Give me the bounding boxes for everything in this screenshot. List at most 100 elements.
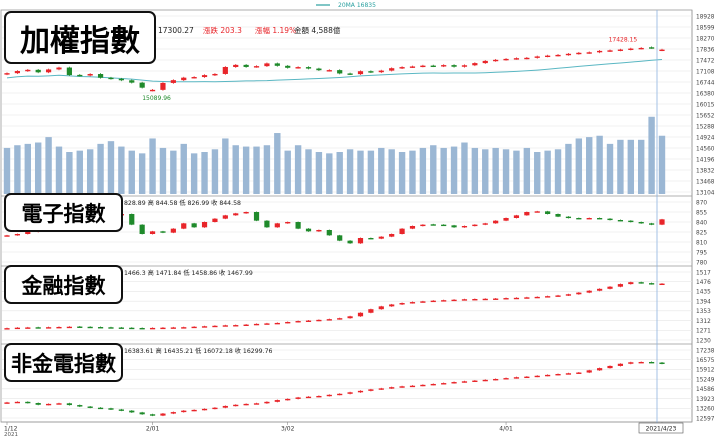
- candle-body: [378, 306, 384, 310]
- candle-body: [108, 77, 114, 80]
- candle-body: [243, 403, 249, 406]
- y-tick-label: 1230: [696, 338, 711, 344]
- volume-bar: [76, 150, 83, 194]
- candle-body: [503, 58, 509, 61]
- candle-body: [524, 376, 530, 379]
- candle-body: [638, 282, 644, 284]
- candle-body: [503, 298, 509, 300]
- candle-body: [201, 408, 208, 411]
- y-tick-label: 810: [696, 240, 707, 246]
- candle-body: [565, 216, 572, 219]
- candle-body: [222, 325, 228, 327]
- volume-bar: [180, 143, 187, 194]
- candle-body: [420, 301, 426, 303]
- candle-body: [222, 405, 228, 408]
- info-ohlc: 828.89 高 844.58 低 826.99 收 844.58: [124, 199, 241, 207]
- y-tick-label: 16380: [696, 91, 715, 97]
- candle-body: [638, 361, 644, 364]
- candle-body: [378, 236, 384, 239]
- y-tick-label: 15288: [696, 124, 715, 130]
- candle-body: [399, 386, 405, 388]
- volume-bar: [190, 153, 198, 194]
- candle-body: [555, 374, 561, 376]
- volume-bar: [638, 139, 645, 194]
- candle-body: [482, 298, 488, 301]
- volume-bar: [554, 149, 562, 194]
- volume-bar: [357, 150, 364, 194]
- candle-body: [368, 71, 374, 73]
- candle-body: [77, 74, 83, 77]
- candle-body: [25, 232, 31, 234]
- candle-body: [597, 368, 603, 371]
- candle-body: [149, 231, 156, 234]
- candle-body: [181, 223, 187, 229]
- candle-body: [649, 47, 655, 49]
- candle-body: [222, 215, 228, 219]
- volume-bar: [284, 150, 291, 194]
- y-tick-label: 17108: [696, 69, 715, 75]
- volume-bar: [523, 147, 531, 194]
- candle-body: [389, 304, 395, 307]
- volume-bar: [648, 116, 655, 194]
- candle-body: [409, 226, 416, 229]
- y-tick-label: 1517: [696, 270, 711, 276]
- y-tick-label: 14586: [696, 387, 715, 393]
- y-tick-label: 12597: [696, 416, 715, 422]
- candle-body: [25, 327, 31, 329]
- candle-body: [326, 394, 332, 397]
- candle-body: [129, 410, 135, 413]
- panel-label-taiex: 加權指數: [4, 11, 156, 64]
- candle-body: [347, 316, 353, 319]
- candle-body: [534, 211, 540, 213]
- candle-body: [617, 363, 624, 366]
- panel-label-electronics: 電子指數: [4, 193, 123, 232]
- volume-bar: [419, 147, 427, 194]
- candle-body: [160, 231, 166, 233]
- candle-body: [170, 327, 176, 329]
- candle-body: [77, 405, 83, 407]
- candle-body: [316, 319, 322, 322]
- candle-body: [170, 80, 176, 83]
- candle-body: [576, 52, 582, 55]
- candle-body: [337, 318, 343, 320]
- y-tick-label: 1353: [696, 309, 711, 315]
- candle-body: [493, 378, 499, 381]
- volume-bar: [450, 146, 458, 194]
- volume-bar: [440, 147, 447, 194]
- y-tick-label: 13260: [696, 407, 715, 413]
- candle-body: [503, 378, 509, 380]
- candle-body: [617, 49, 624, 51]
- candle-body: [129, 214, 135, 225]
- y-tick-label: 18928: [696, 14, 715, 20]
- y-tick-label: 870: [696, 200, 707, 206]
- candle-body: [14, 71, 20, 74]
- y-tick-label: 1271: [696, 329, 711, 335]
- candle-body: [316, 68, 322, 71]
- candle-body: [659, 362, 665, 364]
- candle-body: [233, 404, 239, 407]
- candle-body: [576, 372, 582, 374]
- candle-body: [534, 56, 540, 58]
- y-tick-label: 14196: [696, 157, 715, 163]
- candle-body: [160, 327, 166, 330]
- panel-label-finance: 金融指數: [4, 265, 123, 304]
- candle-body: [295, 397, 301, 399]
- candle-body: [628, 282, 634, 285]
- candle-body: [545, 55, 551, 58]
- candle-body: [97, 327, 104, 329]
- candle-body: [274, 400, 280, 402]
- volume-bar: [346, 149, 354, 194]
- candle-body: [357, 238, 364, 244]
- volume-bar: [502, 149, 510, 194]
- candle-body: [45, 69, 52, 73]
- candle-body: [430, 383, 436, 386]
- candle-body: [441, 224, 447, 227]
- volume-bar: [471, 147, 479, 194]
- y-tick-label: 18599: [696, 25, 715, 31]
- candle-body: [451, 225, 457, 228]
- candle-body: [441, 383, 447, 385]
- candle-body: [617, 284, 624, 287]
- y-tick-label: 15912: [696, 368, 715, 374]
- volume-bar: [305, 149, 312, 194]
- candle-body: [191, 409, 197, 412]
